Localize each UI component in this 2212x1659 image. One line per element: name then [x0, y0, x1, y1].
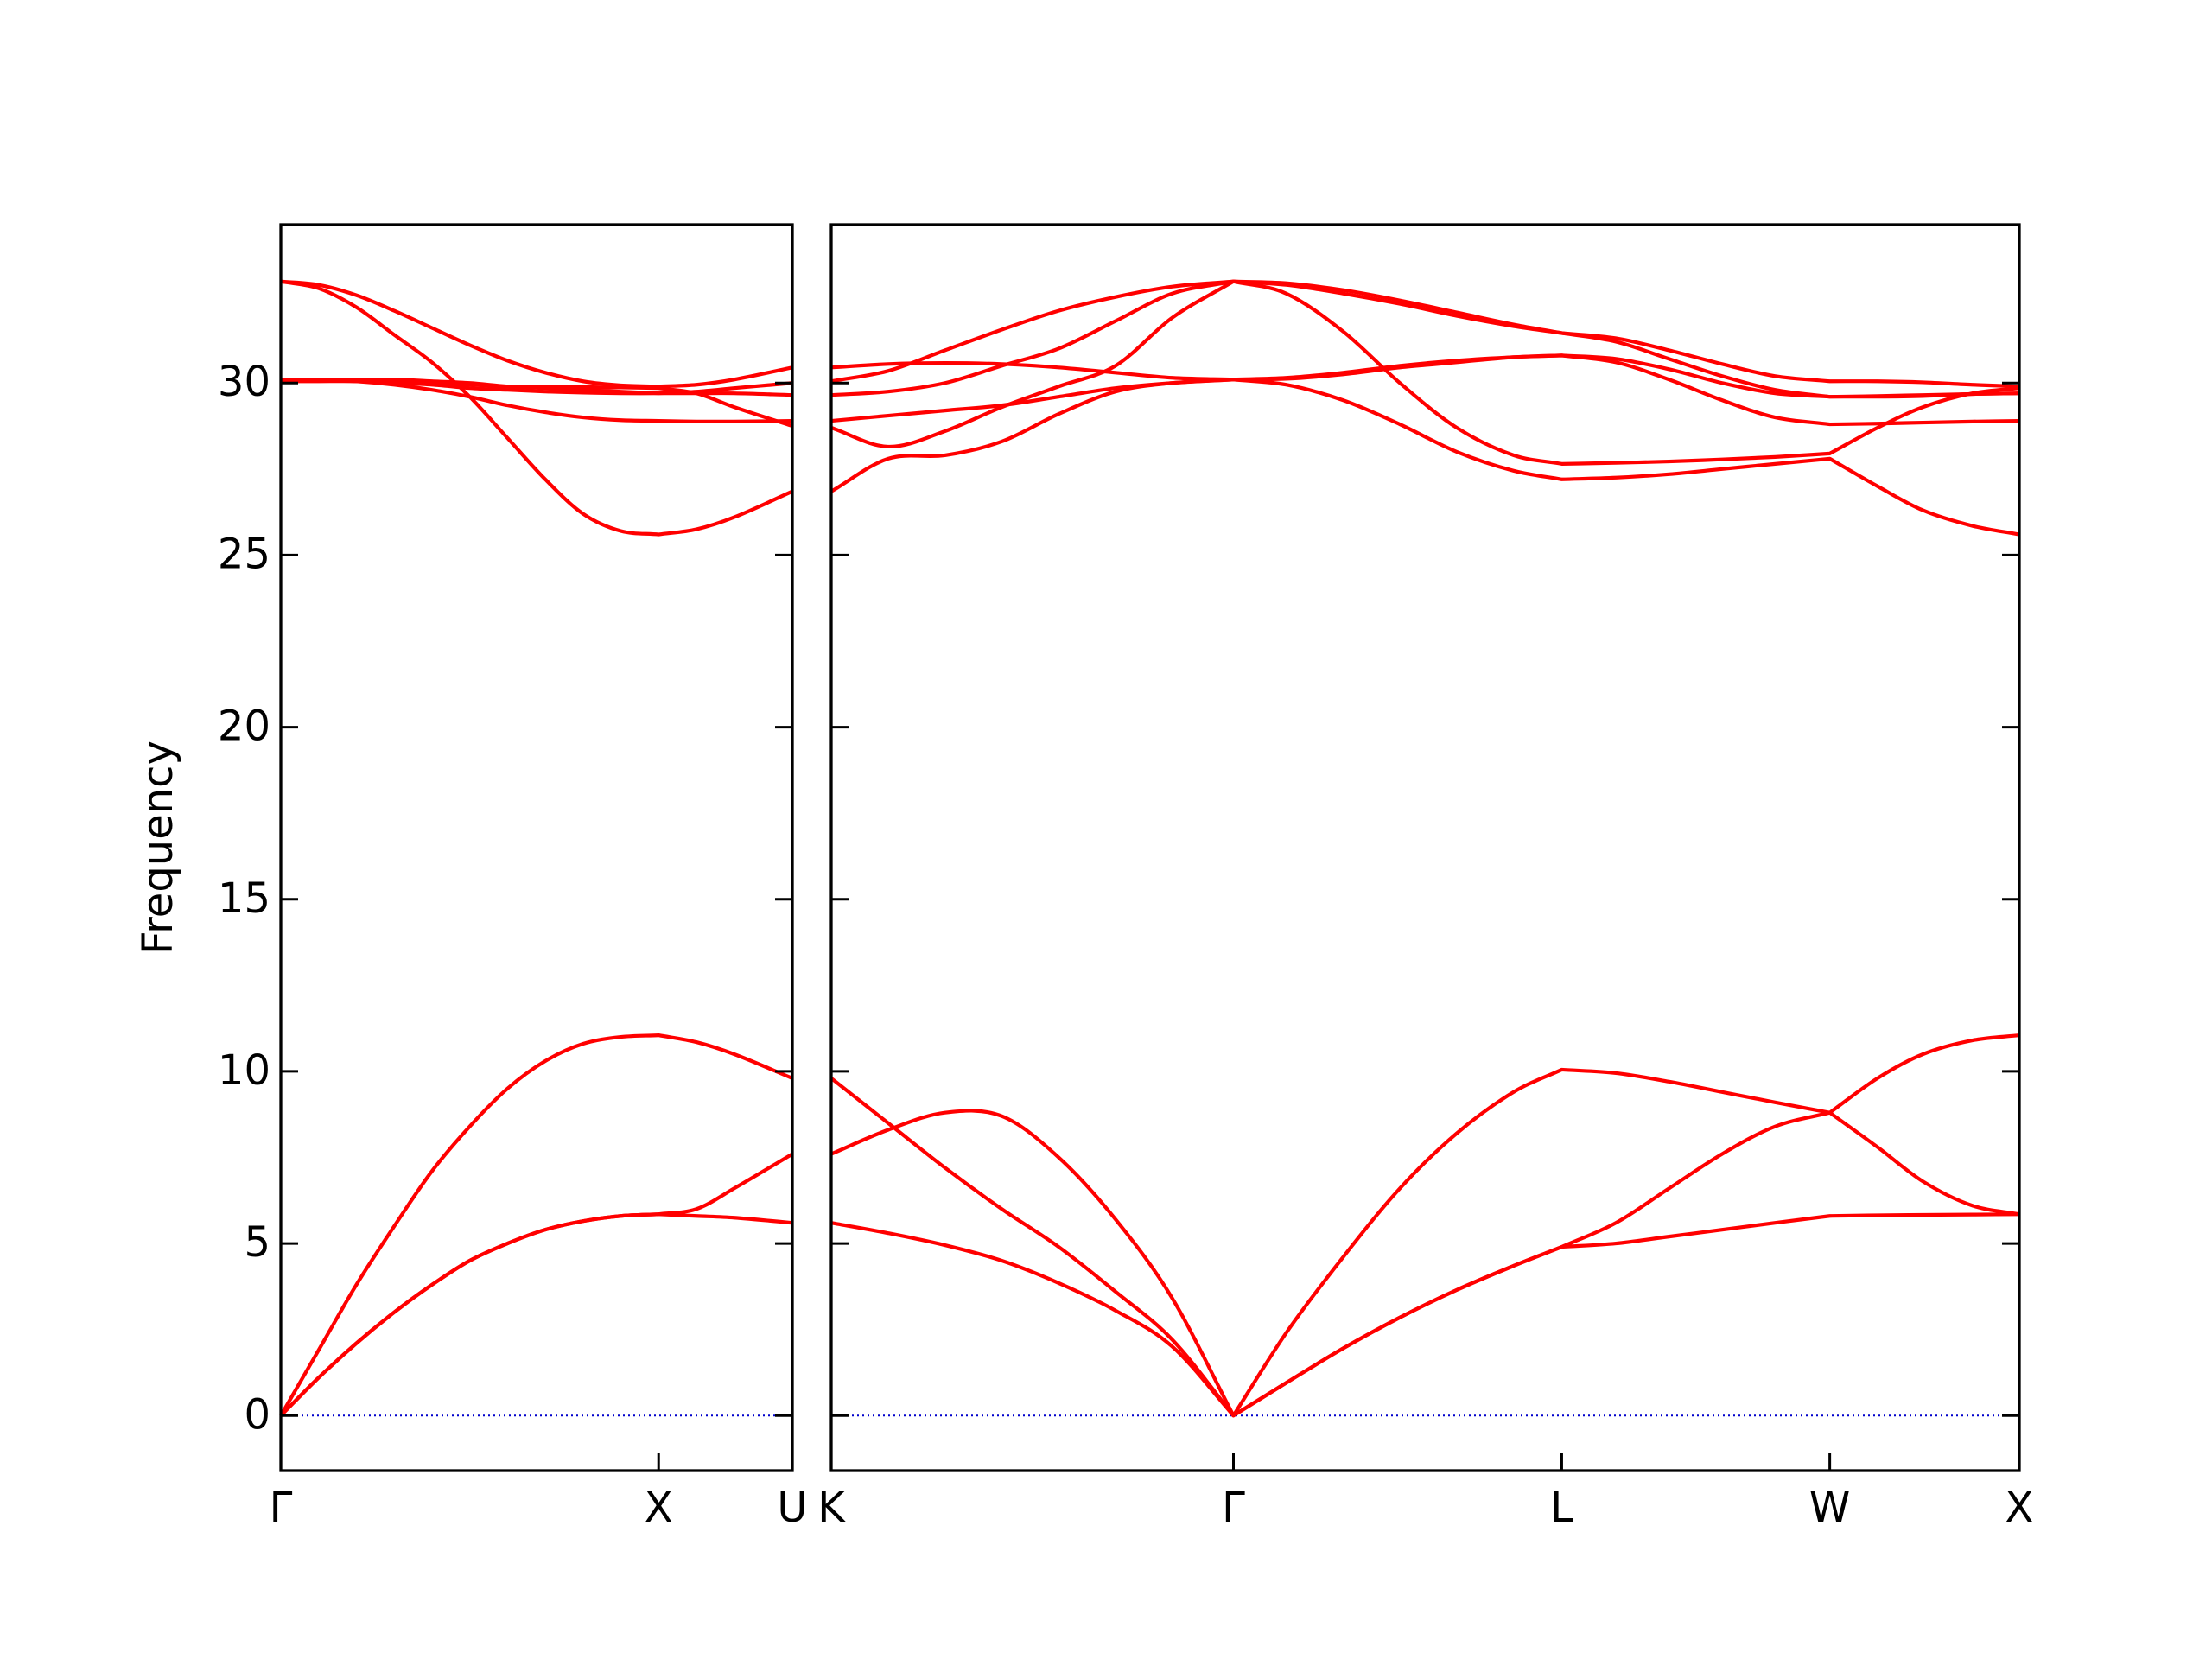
band-line [280, 279, 793, 389]
band-line [830, 1033, 2020, 1418]
x-tick-label: X [645, 1484, 673, 1532]
y-tick-label: 30 [218, 358, 270, 406]
x-tick-label: X [2005, 1484, 2034, 1532]
band-line [281, 378, 793, 429]
band-line [280, 279, 793, 537]
x-tick-label: K [817, 1484, 846, 1532]
band-line [830, 279, 2020, 389]
band-line [830, 279, 2020, 466]
panel: 0 5 10 15 20 25 30 Γ X U Frequency [134, 223, 808, 1532]
x-tick-label: L [1550, 1484, 1573, 1532]
y-tick-label: 10 [218, 1046, 270, 1095]
axes-frame [830, 223, 2021, 1472]
y-tick-label: 20 [218, 702, 270, 751]
x-tick-label: Γ [1222, 1484, 1245, 1532]
y-tick-label: 0 [244, 1390, 270, 1439]
y-tick-label: 15 [218, 874, 270, 923]
y-tick-label: 25 [218, 530, 270, 578]
x-tick-label: Γ [270, 1484, 293, 1532]
band-line [279, 1152, 794, 1417]
band-line [279, 1212, 793, 1417]
y-axis-label: Frequency [134, 741, 182, 955]
y-tick-label: 5 [244, 1218, 270, 1267]
band-line [279, 1033, 793, 1417]
x-tick-label: U [777, 1484, 807, 1532]
band-line [830, 1212, 2020, 1418]
x-tick-label: W [1809, 1484, 1850, 1532]
band-line [281, 379, 793, 396]
band-line [830, 353, 2020, 423]
band-line [830, 378, 2020, 537]
axes-frame [279, 223, 794, 1472]
band-line [830, 353, 2020, 427]
